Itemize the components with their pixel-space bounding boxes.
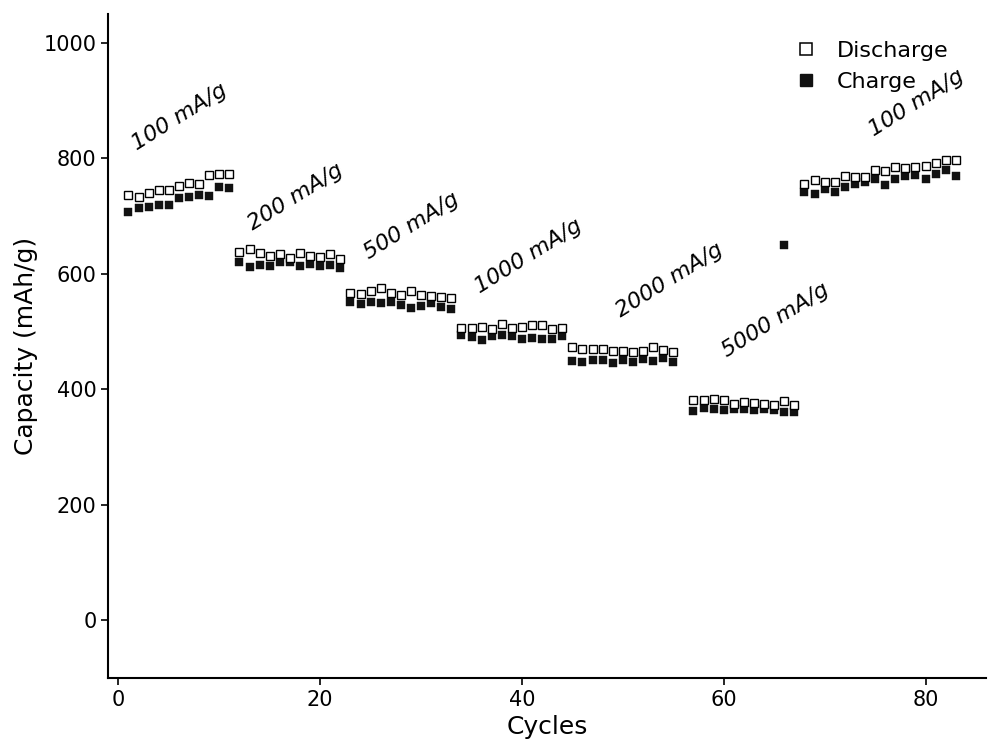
Charge [728, 404, 740, 413]
Text: 500 mA/g: 500 mA/g [361, 189, 463, 264]
Text: 200 mA/g: 200 mA/g [244, 160, 347, 234]
Charge [788, 407, 800, 416]
Line: Charge: Charge [124, 166, 960, 416]
Charge [617, 355, 629, 364]
Discharge [798, 179, 810, 188]
Charge [778, 407, 790, 416]
Discharge [950, 156, 962, 165]
Text: 100 mA/g: 100 mA/g [865, 66, 967, 140]
Charge [244, 263, 256, 272]
Legend: Discharge, Charge: Discharge, Charge [788, 32, 957, 101]
Text: 5000 mA/g: 5000 mA/g [719, 279, 833, 361]
Charge [122, 207, 134, 216]
Text: 100 mA/g: 100 mA/g [128, 79, 231, 154]
Discharge [355, 289, 367, 298]
Text: 1000 mA/g: 1000 mA/g [472, 215, 586, 297]
Charge [940, 165, 952, 174]
Text: 2000 mA/g: 2000 mA/g [613, 239, 727, 321]
Discharge [314, 252, 326, 261]
Discharge [768, 401, 780, 410]
Charge [294, 261, 306, 270]
Discharge [788, 401, 800, 410]
Charge [778, 240, 790, 249]
X-axis label: Cycles: Cycles [506, 715, 588, 739]
Y-axis label: Capacity (mAh/g): Capacity (mAh/g) [14, 236, 38, 455]
Line: Discharge: Discharge [124, 156, 960, 410]
Discharge [122, 191, 134, 200]
Charge [173, 194, 185, 203]
Discharge [506, 323, 518, 332]
Discharge [344, 288, 356, 297]
